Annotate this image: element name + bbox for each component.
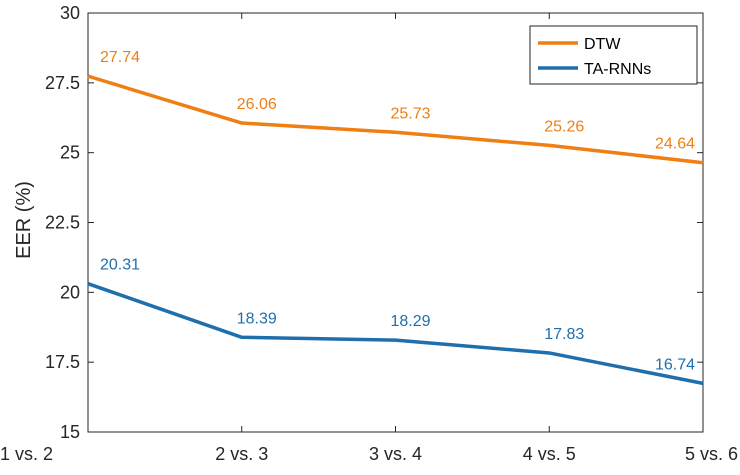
series-line-dtw — [87, 74, 704, 165]
y-tick-label: 15 — [60, 422, 80, 442]
legend-label-dtw: DTW — [584, 36, 621, 53]
data-label: 18.29 — [390, 313, 430, 330]
series-line-ta-rnns — [87, 282, 704, 386]
legend: DTW TA-RNNs — [529, 25, 698, 85]
data-label: 18.39 — [237, 310, 277, 327]
y-tick-label: 25 — [60, 143, 80, 163]
y-tick-label: 30 — [60, 3, 80, 23]
x-tick-label: 3 vs. 4 — [369, 444, 422, 464]
x-tick-label: 5 vs. 6 — [685, 444, 738, 464]
y-axis-label: EER (%) — [13, 181, 35, 259]
data-label: 26.06 — [237, 96, 277, 113]
data-label: 16.74 — [655, 356, 695, 373]
data-label: 25.73 — [390, 105, 430, 122]
x-tick-label: 1 vs. 2 — [0, 444, 53, 464]
x-tick-label: 2 vs. 3 — [215, 444, 268, 464]
data-label: 24.64 — [655, 136, 695, 153]
x-tick-label: 4 vs. 5 — [523, 444, 576, 464]
data-label: 27.74 — [100, 49, 140, 66]
y-tick-label: 27.5 — [45, 73, 80, 93]
legend-label-ta-rnns: TA-RNNs — [584, 61, 651, 78]
data-label: 20.31 — [100, 257, 140, 274]
y-tick-label: 17.5 — [45, 352, 80, 372]
legend-box — [529, 25, 698, 85]
plot-area: 15 17.5 20 22.5 25 27.5 30 1 vs. 2 2 vs. 3 3 vs. … — [0, 3, 738, 464]
data-label: 17.83 — [544, 326, 584, 343]
y-tick-label: 20 — [60, 282, 80, 302]
y-tick-label: 22.5 — [45, 213, 80, 233]
data-label: 25.26 — [544, 118, 584, 135]
